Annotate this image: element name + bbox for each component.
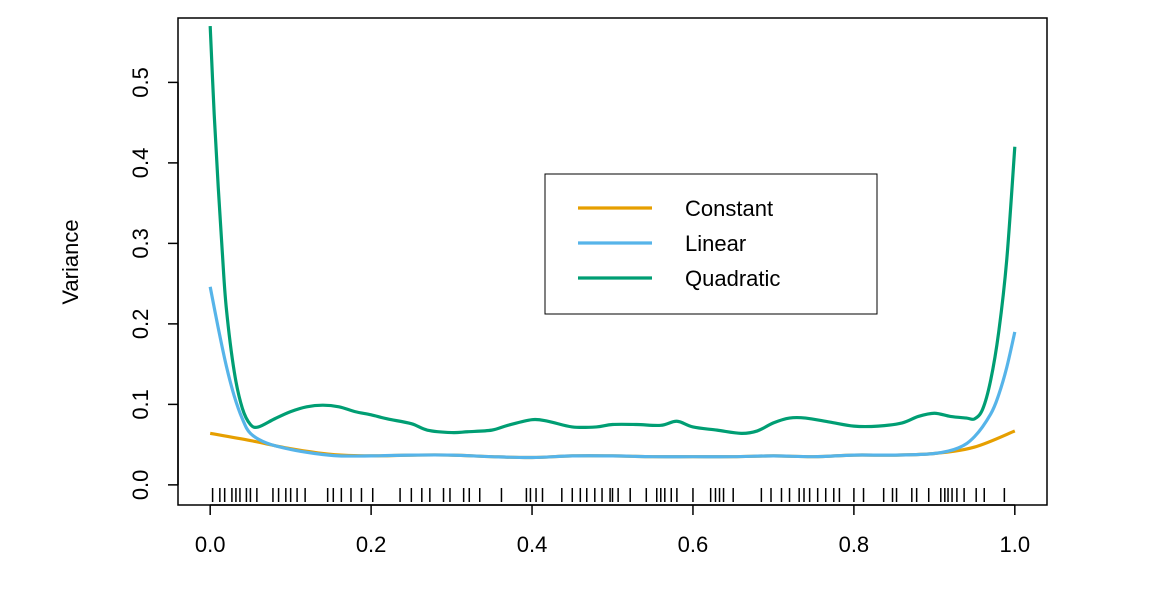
series-lines [208,25,1017,460]
x-tick-label: 0.0 [195,532,226,557]
y-axis-label: Variance [58,219,83,304]
x-tick-label: 0.6 [678,532,709,557]
x-tick-label: 1.0 [1000,532,1031,557]
y-tick-label: 0.5 [128,67,153,98]
legend: Constant Linear Quadratic [544,173,878,315]
y-tick-label: 0.4 [128,148,153,179]
series-line-linear [208,286,1017,460]
y-tick-label: 0.1 [128,389,153,420]
legend-label-quadratic: Quadratic [685,266,780,291]
x-tick-label: 0.8 [839,532,870,557]
x-tick-label: 0.4 [517,532,548,557]
y-tick-label: 0.0 [128,470,153,501]
legend-label-linear: Linear [685,231,746,256]
legend-label-constant: Constant [685,196,773,221]
y-tick-label: 0.3 [128,228,153,259]
y-tick-label: 0.2 [128,309,153,340]
rug-marks [211,488,1006,502]
x-tick-label: 0.2 [356,532,387,557]
series-line-quadratic [208,25,1017,435]
y-axis: 0.0 0.1 0.2 0.3 0.4 0.5 [128,67,179,501]
x-axis: 0.0 0.2 0.4 0.6 0.8 1.0 [195,504,1031,557]
